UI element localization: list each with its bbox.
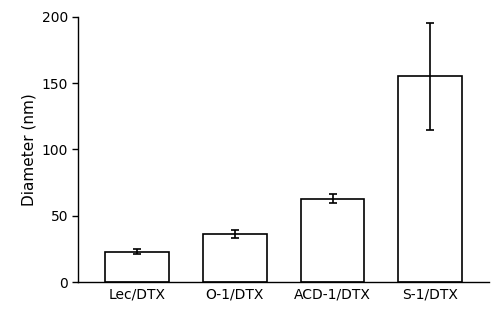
Bar <box>301 199 364 282</box>
Y-axis label: Diameter (nm): Diameter (nm) <box>21 93 36 206</box>
Bar <box>398 76 462 282</box>
Bar <box>203 234 266 282</box>
Bar <box>106 252 169 282</box>
